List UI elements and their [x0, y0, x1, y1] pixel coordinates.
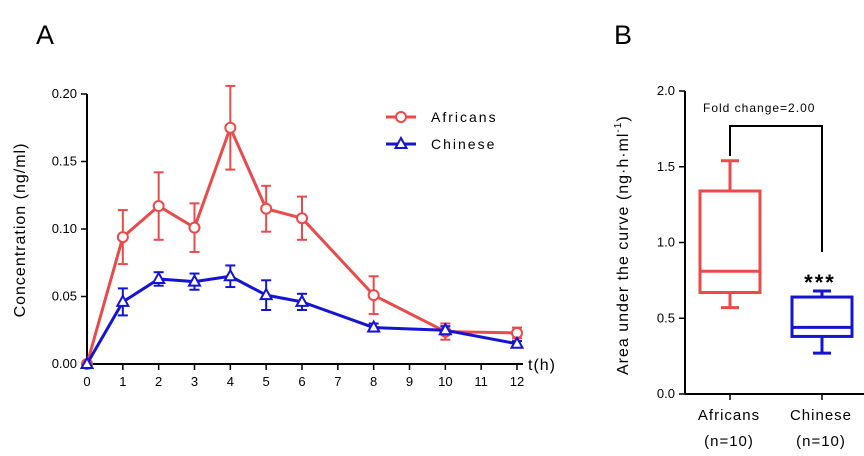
panel-label-a: A [36, 20, 54, 50]
y-axis-title-a: Concentration (ng/ml) [12, 143, 29, 318]
data-point-circle [260, 202, 273, 215]
significance-bracket [729, 125, 823, 252]
data-point-triangle [223, 268, 238, 282]
data-point-circle [224, 121, 237, 134]
data-point-triangle [366, 319, 381, 333]
x-tick-label-a: 11 [474, 374, 488, 389]
y-tick-label-a: 0.15 [52, 154, 77, 169]
data-point-circle [116, 231, 129, 244]
x-tick-label-a: 12 [510, 374, 524, 389]
y-tick-label-a: 0.20 [52, 86, 77, 101]
legend-marker-triangle [393, 135, 409, 149]
auc-box-plot: Area under the curve (ng·h·ml-1) 0.0 0.5 1… [613, 83, 864, 450]
data-point-triangle [115, 293, 131, 307]
x-tick-label-a: 0 [83, 374, 90, 389]
y-tick-label-a: 0.05 [52, 289, 77, 304]
data-point-triangle [79, 355, 95, 369]
y-tick-label-a: 0.00 [52, 356, 77, 371]
series-line-africans [85, 126, 518, 365]
data-point-triangle [187, 273, 202, 287]
data-point-circle [188, 221, 201, 234]
x-tick-label-a: 7 [334, 374, 341, 389]
y-tick-label-b: 0.5 [657, 310, 675, 325]
y-tick-label-b: 0.0 [657, 386, 675, 401]
data-point-circle [367, 289, 380, 302]
y-axis-title-b: Area under the curve (ng·h·ml-1) [613, 115, 632, 375]
data-point-triangle [509, 335, 525, 349]
legend-label: Africans [431, 109, 498, 125]
category-n-label: (n=10) [704, 433, 754, 450]
series-chinese [79, 264, 525, 369]
box-iqr [698, 189, 762, 294]
box-africans [698, 159, 762, 310]
x-tick-label-a: 9 [406, 374, 413, 389]
significance-stars: *** [804, 270, 836, 295]
x-tick-label-a: 6 [298, 374, 305, 389]
category-label: Africans [698, 407, 760, 424]
data-point-triangle [258, 287, 274, 301]
series-africans [81, 84, 523, 370]
x-tick-label-a: 10 [438, 374, 452, 389]
legend: Africans Chinese [386, 109, 498, 152]
data-point-circle [296, 212, 308, 225]
concentration-line-chart: Concentration (ng/ml) t(h) 0 1 2 3 4 5 6 7 8 9 10 1… [12, 84, 556, 389]
category-label: Chinese [790, 407, 852, 424]
data-point-triangle [438, 322, 453, 336]
x-tick-label-a: 5 [263, 374, 270, 389]
data-point-circle [152, 200, 165, 213]
x-tick-label-a: 3 [191, 374, 198, 389]
y-tick-label-b: 2.0 [657, 83, 675, 98]
data-point-triangle [151, 270, 166, 284]
data-point-triangle [294, 293, 310, 307]
box-iqr [790, 295, 854, 338]
y-tick-label-b: 1.5 [657, 159, 675, 174]
x-tick-label-a: 8 [370, 374, 377, 389]
x-tick-label-a: 1 [119, 374, 126, 389]
series-line-chinese [85, 274, 518, 365]
legend-marker-circle [395, 111, 407, 123]
fold-change-annotation: Fold change=2.00 [703, 101, 815, 115]
y-tick-label-a: 0.10 [52, 221, 77, 236]
x-tick-label-a: 4 [227, 374, 234, 389]
y-tick-label-b: 1.0 [657, 235, 675, 250]
x-tick-label-a: 2 [155, 374, 162, 389]
category-n-label: (n=10) [796, 433, 846, 450]
panel-label-b: B [614, 20, 632, 50]
legend-label: Chinese [431, 136, 496, 152]
box-chinese [790, 289, 854, 355]
x-axis-title-a: t(h) [528, 357, 556, 374]
